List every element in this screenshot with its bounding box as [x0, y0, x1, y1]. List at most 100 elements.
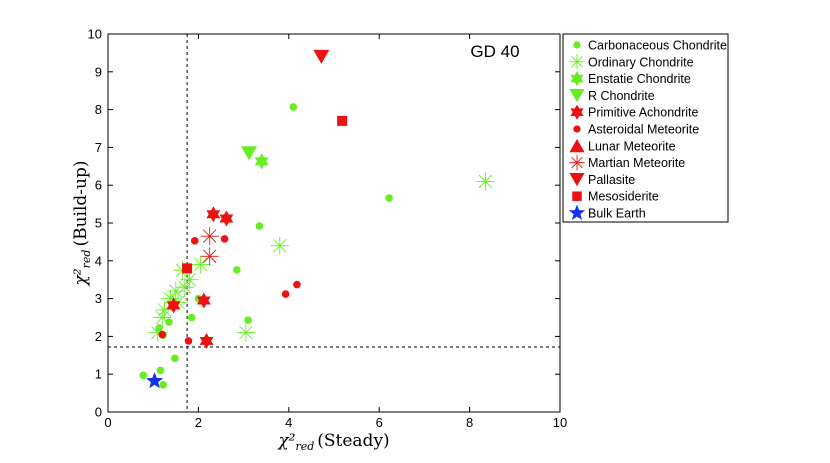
legend-marker-enstatie-chondrite: [570, 71, 584, 87]
legend-item-mesosiderite: Mesosiderite: [572, 190, 659, 204]
legend-item-primitive-achondrite: Primitive Achondrite: [570, 104, 699, 120]
y-tick-label: 3: [95, 291, 102, 306]
legend-item-bulk-earth: Bulk Earth: [568, 204, 646, 221]
point-carbonaceous-chondrite: [187, 313, 196, 322]
point-asteroidal-meteorite: [184, 337, 193, 345]
point-asteroidal-meteorite: [220, 235, 229, 243]
y-tick-label: 2: [95, 329, 102, 344]
point-asteroidal-meteorite: [281, 290, 290, 298]
point-ordinary-chondrite: [236, 323, 255, 342]
legend-label: Enstatie Chondrite: [588, 72, 691, 86]
legend-label: Bulk Earth: [588, 207, 646, 221]
x-axis-subscript: red: [295, 440, 314, 453]
x-axis-symbol: χ²: [277, 431, 295, 451]
point-asteroidal-meteorite: [293, 280, 301, 289]
legend-label: Martian Meteorite: [588, 156, 685, 170]
legend-marker-carbonaceous-chondrite: [573, 41, 581, 49]
x-tick-label: 8: [466, 415, 473, 430]
y-tick-label: 10: [88, 27, 102, 42]
point-bulk-earth: [146, 372, 164, 389]
point-asteroidal-meteorite: [190, 236, 199, 245]
legend-marker-ordinary-chondrite: [569, 54, 585, 70]
point-ordinary-chondrite: [153, 308, 172, 327]
legend-item-lunar-meteorite: Lunar Meteorite: [569, 138, 676, 153]
y-tick-label: 9: [95, 64, 102, 79]
point-enstatie-chondrite: [254, 153, 269, 170]
legend-item-enstatie-chondrite: Enstatie Chondrite: [570, 71, 691, 87]
point-primitive-achondrite: [166, 297, 181, 314]
reference-lines: [108, 34, 560, 412]
legend-item-ordinary-chondrite: Ordinary Chondrite: [569, 54, 694, 70]
point-primitive-achondrite: [206, 206, 221, 223]
point-ordinary-chondrite: [476, 172, 495, 191]
point-ordinary-chondrite: [270, 236, 289, 255]
x-axis-text: (Steady): [317, 431, 389, 451]
legend-label: Primitive Achondrite: [588, 106, 699, 120]
point-ordinary-chondrite: [191, 255, 210, 274]
y-axis-symbol: χ²: [71, 268, 91, 286]
point-carbonaceous-chondrite: [139, 371, 148, 380]
annotation-label: GD 40: [470, 42, 519, 61]
legend-label: Mesosiderite: [588, 190, 659, 204]
legend-item-asteroidal-meteorite: Asteroidal Meteorite: [573, 123, 699, 137]
y-tick-label: 4: [95, 253, 102, 268]
data-points: [139, 49, 495, 389]
point-carbonaceous-chondrite: [244, 316, 252, 324]
x-tick-label: 0: [104, 415, 111, 430]
legend-label: Lunar Meteorite: [588, 139, 676, 153]
x-tick-label: 10: [553, 415, 567, 430]
point-primitive-achondrite: [199, 332, 214, 349]
point-carbonaceous-chondrite: [385, 194, 393, 202]
point-primitive-achondrite: [219, 210, 234, 227]
point-mesosiderite: [337, 115, 348, 126]
point-carbonaceous-chondrite: [289, 103, 298, 111]
y-axis-text: (Build-up): [71, 161, 91, 247]
legend-item-pallasite: Pallasite: [569, 173, 635, 187]
legend-item-martian-meteorite: Martian Meteorite: [569, 154, 685, 171]
x-tick-label: 4: [285, 415, 292, 430]
x-tick-label: 6: [376, 415, 383, 430]
point-martian-meteorite: [200, 247, 219, 266]
point-carbonaceous-chondrite: [233, 266, 241, 274]
y-tick-label: 6: [95, 178, 102, 193]
y-axis-title: χ²red (Build-up): [71, 161, 93, 287]
legend-marker-martian-meteorite: [569, 154, 585, 171]
legend-label: Pallasite: [588, 173, 635, 187]
plot-frame: [107, 33, 561, 413]
y-axis-subscript: red: [80, 250, 93, 269]
point-primitive-achondrite: [196, 292, 211, 309]
point-asteroidal-meteorite: [158, 330, 167, 339]
point-pallasite: [313, 49, 330, 64]
legend: Carbonaceous Chondrite Ordinary Chondrite…: [562, 33, 729, 223]
point-carbonaceous-chondrite: [255, 222, 264, 230]
legend-label: Asteroidal Meteorite: [588, 123, 699, 137]
y-tick-label: 1: [95, 367, 102, 382]
point-carbonaceous-chondrite: [156, 366, 165, 375]
x-tick-label: 2: [195, 415, 202, 430]
legend-marker-mesosiderite: [572, 191, 582, 201]
legend-label: Carbonaceous Chondrite: [588, 39, 727, 53]
point-martian-meteorite: [200, 227, 219, 246]
legend-marker-lunar-meteorite: [569, 138, 585, 153]
legend-marker-asteroidal-meteorite: [573, 125, 581, 133]
y-tick-label: 5: [95, 216, 102, 231]
point-carbonaceous-chondrite: [159, 380, 167, 389]
point-mesosiderite: [182, 263, 193, 274]
legend-marker-primitive-achondrite: [570, 104, 584, 120]
legend-label: R Chondrite: [588, 89, 655, 103]
plot-area: [108, 34, 560, 412]
x-axis-title: χ²red (Steady): [277, 431, 389, 453]
point-r-chondrite: [241, 146, 258, 161]
point-carbonaceous-chondrite: [165, 318, 173, 326]
legend-box: [562, 33, 729, 223]
legend-marker-r-chondrite: [569, 88, 585, 103]
legend-item-carbonaceous-chondrite: Carbonaceous Chondrite: [573, 39, 727, 53]
axis-ticks: 0 2 4 6 8 10 0 1 2 3 4 5 6 7 8 9 10: [88, 27, 568, 431]
point-carbonaceous-chondrite: [171, 354, 179, 363]
legend-label: Ordinary Chondrite: [588, 55, 694, 69]
legend-item-r-chondrite: R Chondrite: [569, 88, 655, 103]
y-tick-label: 0: [95, 405, 102, 420]
y-tick-label: 7: [95, 140, 102, 155]
legend-marker-bulk-earth: [568, 204, 586, 220]
